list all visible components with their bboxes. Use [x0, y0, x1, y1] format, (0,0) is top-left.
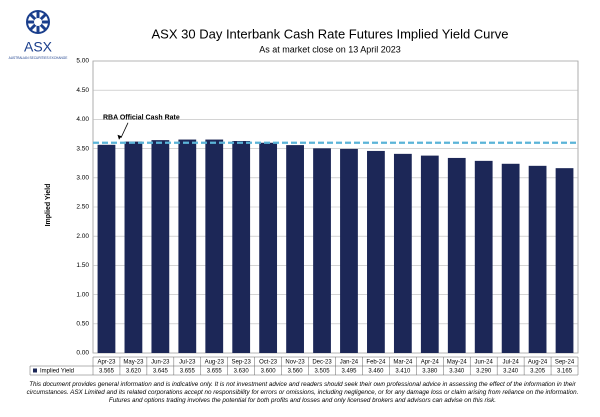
value-label: 3.410 [395, 368, 411, 374]
y-tick-label: 1.50 [76, 262, 89, 269]
chart: ASX AUSTRALIAN SECURITIES EXCHANGE ASX 3… [9, 10, 579, 376]
bar [393, 153, 412, 353]
x-tick-label: Sep-24 [555, 359, 575, 365]
bar [259, 142, 278, 353]
legend-label: Implied Yield [40, 368, 74, 374]
x-tick-label: Mar-24 [393, 359, 413, 365]
x-tick-label: Oct-23 [259, 359, 278, 365]
value-label: 3.380 [422, 368, 438, 374]
x-tick-label: Jan-24 [340, 359, 359, 365]
y-tick-label: 0.00 [76, 350, 89, 357]
y-tick-label: 4.50 [76, 87, 89, 94]
value-label: 3.165 [557, 368, 573, 374]
legend-swatch [33, 368, 37, 373]
y-tick-label: 4.00 [76, 116, 89, 123]
bar [447, 157, 466, 353]
y-tick-label: 3.00 [76, 175, 89, 182]
value-label: 3.645 [153, 368, 169, 374]
value-label: 3.505 [315, 368, 331, 374]
bar [555, 168, 574, 353]
x-tick-label: Jul-24 [502, 359, 519, 365]
bar [286, 145, 304, 353]
chart-title: ASX 30 Day Interbank Cash Rate Futures I… [152, 26, 509, 41]
x-tick-label: Nov-23 [285, 359, 305, 365]
logo-tagline: AUSTRALIAN SECURITIES EXCHANGE [9, 56, 68, 60]
value-label: 3.560 [288, 368, 304, 374]
x-tick-label: Dec-23 [312, 359, 332, 365]
logo-icon [26, 10, 50, 34]
bar [340, 148, 358, 353]
reference-label: RBA Official Cash Rate [103, 115, 180, 122]
x-tick-label: Jul-23 [179, 359, 196, 365]
disclaimer: This document provides general informati… [26, 381, 579, 404]
x-tick-label: Apr-24 [421, 359, 440, 365]
chart-subtitle: As at market close on 13 April 2023 [259, 44, 401, 54]
value-label: 3.290 [476, 368, 492, 374]
value-label: 3.340 [449, 368, 465, 374]
y-tick-label: 2.50 [76, 204, 89, 211]
x-tick-label: Feb-24 [366, 359, 386, 365]
value-label: 3.565 [99, 368, 115, 374]
value-label: 3.620 [126, 368, 142, 374]
x-tick-label: May-24 [447, 359, 468, 365]
value-label: 3.655 [207, 368, 223, 374]
value-label: 3.495 [341, 368, 357, 374]
bar [124, 141, 143, 353]
bar [313, 148, 331, 353]
value-label: 3.600 [261, 368, 277, 374]
y-tick-label: 1.00 [76, 291, 89, 298]
x-tick-label: Sep-23 [232, 359, 252, 365]
bar [420, 155, 439, 353]
bar [501, 163, 520, 353]
y-tick-label: 0.50 [76, 321, 89, 328]
x-tick-label: Aug-23 [205, 359, 225, 365]
bar [367, 150, 385, 353]
y-tick-label: 2.00 [76, 233, 89, 240]
x-tick-label: Apr-23 [97, 359, 116, 365]
value-label: 3.205 [530, 368, 546, 374]
value-label: 3.655 [180, 368, 196, 374]
y-axis-label: Implied Yield [45, 184, 52, 227]
value-label: 3.460 [368, 368, 384, 374]
bar [178, 139, 197, 353]
x-tick-label: Aug-24 [528, 359, 548, 365]
y-tick-label: 3.50 [76, 145, 89, 152]
x-tick-label: May-23 [123, 359, 144, 365]
bar [474, 160, 493, 353]
bar [205, 139, 224, 353]
bar [97, 144, 116, 353]
bar [528, 165, 547, 353]
bar [232, 141, 251, 353]
x-tick-label: Jun-24 [475, 359, 494, 365]
y-tick-label: 5.00 [76, 58, 89, 65]
value-label: 3.240 [503, 368, 519, 374]
value-label: 3.630 [234, 368, 250, 374]
reference-arrowhead [117, 134, 122, 140]
reference-arrow [120, 122, 129, 138]
bar [151, 140, 170, 353]
logo-name: ASX [24, 39, 53, 55]
x-tick-label: Jun-23 [151, 359, 170, 365]
